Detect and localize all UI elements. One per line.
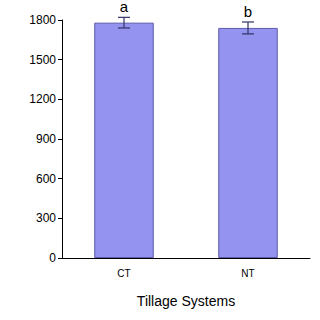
svg-text:NT: NT xyxy=(241,268,254,279)
svg-text:900: 900 xyxy=(36,132,56,146)
svg-text:600: 600 xyxy=(36,172,56,186)
svg-text:300: 300 xyxy=(36,211,56,225)
svg-text:a: a xyxy=(120,0,129,15)
svg-text:b: b xyxy=(244,3,252,20)
svg-text:1800: 1800 xyxy=(29,13,56,27)
svg-text:0: 0 xyxy=(49,251,56,265)
svg-text:1200: 1200 xyxy=(29,92,56,106)
svg-text:1500: 1500 xyxy=(29,53,56,67)
svg-text:CT: CT xyxy=(117,268,130,279)
svg-text:Tillage Systems: Tillage Systems xyxy=(137,293,235,309)
